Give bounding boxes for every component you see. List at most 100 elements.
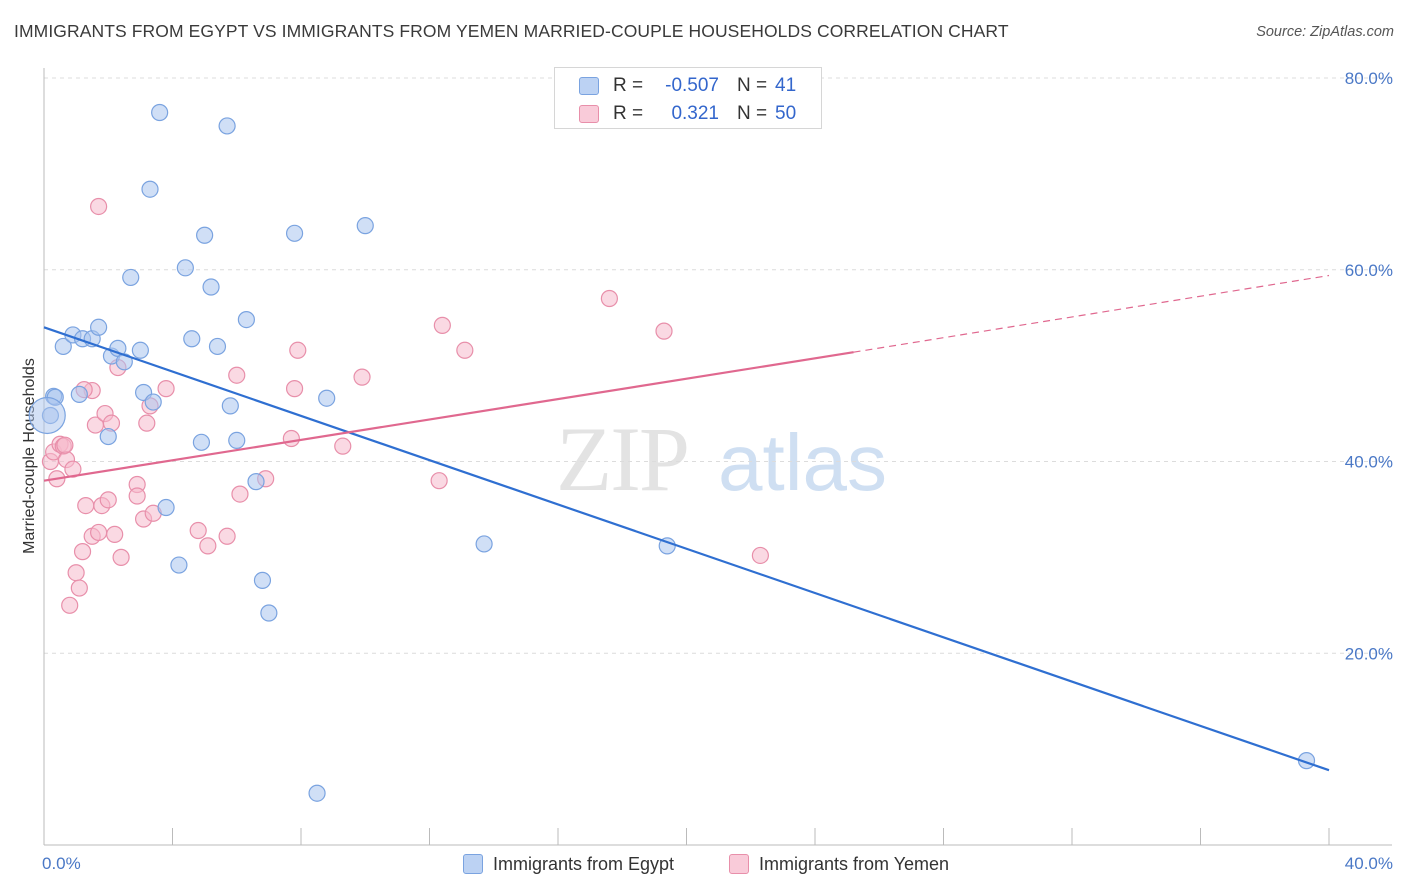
data-point-egypt [221, 397, 239, 415]
data-point-egypt [196, 226, 214, 244]
data-point-egypt [99, 427, 117, 446]
data-point-egypt [237, 311, 255, 329]
data-point-yemen [99, 491, 117, 509]
data-point-egypt [151, 103, 169, 122]
data-point-egypt [285, 224, 304, 242]
data-point-egypt [170, 556, 188, 574]
data-point-egypt [192, 433, 211, 451]
data-point-yemen [157, 380, 175, 398]
grid-lines [44, 77, 1392, 654]
data-point-egypt [157, 498, 175, 517]
data-point-egypt [318, 389, 336, 407]
legend-row-egypt: R = -0.507 N = 41 [555, 73, 796, 99]
bottom-legend-swatch-egypt [463, 854, 483, 874]
legend-n-label: N = [737, 75, 768, 96]
data-point-egypt [202, 278, 220, 296]
data-point-egypt-large [28, 396, 66, 435]
data-point-egypt [308, 784, 326, 802]
legend-r-label: R = [613, 75, 644, 96]
watermark: ZIP atlas [556, 408, 887, 510]
correlation-legend: R = -0.507 N = 41 R = 0.321 N = 50 [554, 67, 822, 129]
x-tick-label: 40.0% [1345, 854, 1393, 873]
data-point-yemen [430, 472, 448, 490]
legend-n-value: 41 [775, 75, 797, 96]
data-point-yemen [67, 564, 85, 582]
data-point-yemen [433, 316, 451, 334]
data-point-yemen [56, 436, 74, 454]
y-tick-label: 60.0% [1345, 261, 1393, 280]
data-point-egypt [90, 318, 108, 336]
x-tick-label: 0.0% [42, 854, 81, 873]
y-tick-label: 20.0% [1345, 644, 1393, 663]
trend-line-yemen [43, 351, 854, 482]
chart-title: IMMIGRANTS FROM EGYPT VS IMMIGRANTS FROM… [14, 21, 1009, 41]
data-point-egypt [247, 473, 265, 491]
bottom-legend-swatch-yemen [729, 854, 749, 874]
data-point-egypt [176, 259, 194, 277]
data-point-egypt [183, 330, 201, 348]
data-point-egypt [218, 117, 236, 135]
y-tick-label: 40.0% [1345, 453, 1393, 472]
data-point-egypt [115, 353, 133, 371]
data-point-yemen [199, 537, 217, 555]
legend-r-label: R = [613, 103, 644, 124]
series-egypt-points [28, 103, 1316, 802]
data-point-egypt [54, 337, 72, 356]
data-point-egypt [122, 268, 140, 287]
bottom-legend-label-yemen: Immigrants from Yemen [759, 853, 950, 874]
data-point-egypt [356, 217, 374, 235]
data-point-yemen [456, 341, 474, 359]
data-point-yemen [218, 527, 236, 545]
trend-lines [43, 274, 1330, 772]
data-point-yemen [231, 485, 249, 503]
data-point-yemen [285, 380, 304, 398]
legend-n-label: N = [737, 103, 768, 124]
source-label: Source: ZipAtlas.com [1256, 24, 1394, 40]
data-point-yemen [751, 546, 769, 565]
bottom-legend-yemen[interactable]: Immigrants from Yemen [729, 852, 949, 876]
data-point-egypt [141, 180, 159, 198]
watermark-atlas: atlas [718, 418, 887, 507]
legend-r-value: -0.507 [665, 75, 719, 96]
data-point-yemen [282, 429, 300, 448]
data-point-yemen [189, 521, 207, 540]
data-point-yemen [106, 525, 124, 543]
data-point-yemen [73, 543, 92, 561]
data-point-yemen [228, 366, 246, 384]
legend-row-yemen: R = 0.321 N = 50 [555, 101, 796, 127]
y-axis-title: Married-couple Households [21, 358, 38, 554]
data-point-egypt [70, 385, 88, 403]
data-point-yemen [70, 579, 88, 597]
data-point-egypt [144, 393, 162, 411]
legend-r-value: 0.321 [671, 103, 719, 124]
data-point-yemen [600, 289, 619, 308]
data-point-yemen [138, 414, 156, 432]
series-yemen-points [41, 197, 769, 614]
legend-swatch-yemen [579, 105, 599, 123]
y-tick-labels: 20.0% 40.0% 60.0% 80.0% [1345, 69, 1393, 663]
bottom-legend-egypt[interactable]: Immigrants from Egypt [463, 852, 674, 876]
data-point-egypt [208, 337, 227, 356]
legend-n-value: 50 [775, 103, 797, 124]
trend-line-yemen [853, 274, 1330, 353]
data-point-yemen [90, 523, 108, 542]
x-tick-labels: 0.0% 40.0% [42, 854, 1393, 873]
data-point-egypt [475, 535, 493, 553]
data-point-yemen [334, 437, 352, 455]
data-point-egypt [260, 604, 278, 622]
data-point-egypt [228, 431, 246, 450]
data-point-egypt [131, 341, 149, 359]
data-point-egypt [253, 571, 272, 589]
data-point-yemen [353, 368, 371, 386]
data-point-yemen [61, 596, 79, 614]
legend-swatch-egypt [579, 77, 599, 95]
data-point-yemen [655, 322, 673, 340]
y-tick-label: 80.0% [1345, 69, 1393, 88]
data-point-yemen [90, 197, 108, 216]
trend-line-egypt [43, 326, 1330, 772]
watermark-zip: ZIP [556, 408, 688, 510]
data-point-yemen [289, 341, 307, 359]
data-point-yemen [128, 487, 146, 505]
data-point-yemen [112, 548, 130, 566]
